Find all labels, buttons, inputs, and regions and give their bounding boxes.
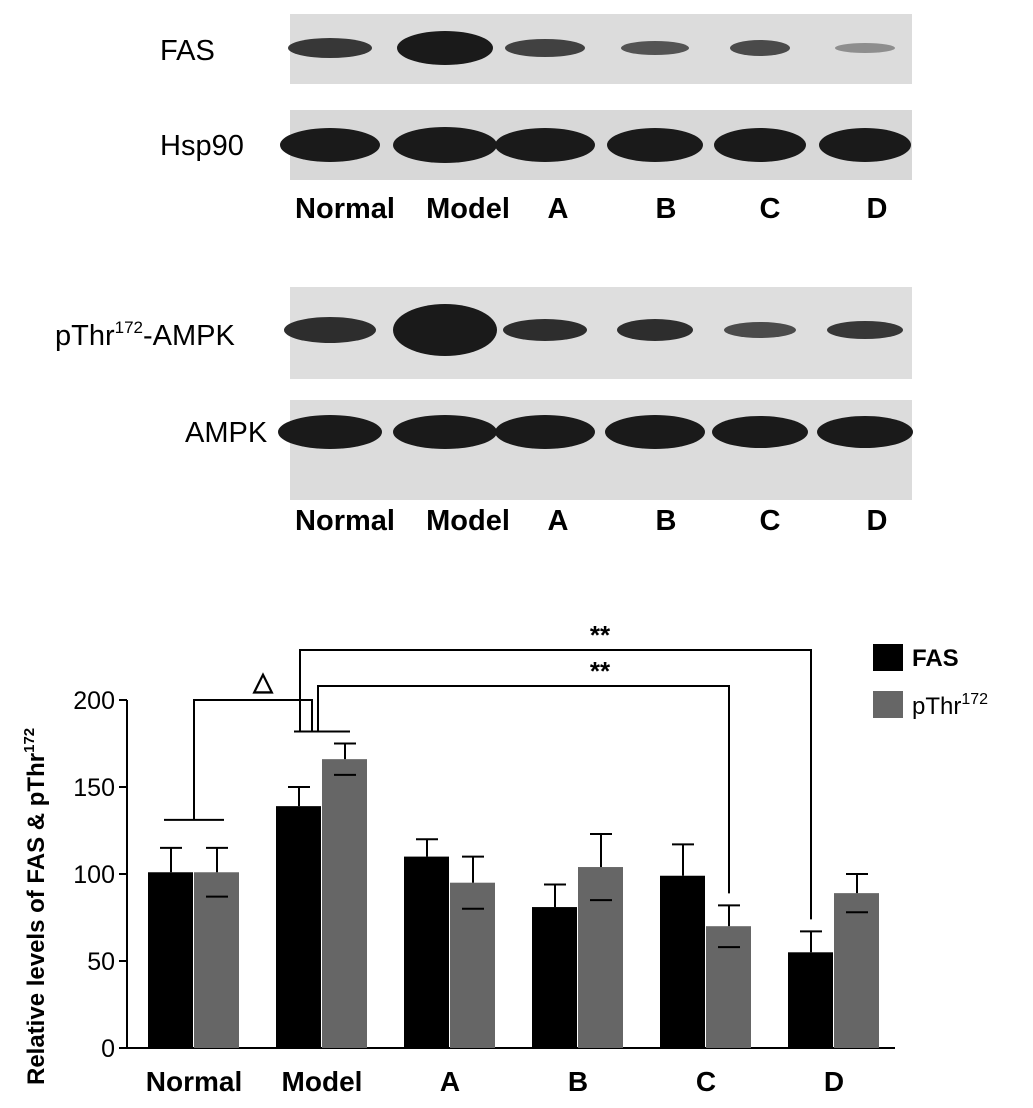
blot-lane-label: A [548, 193, 569, 225]
ampk-band [817, 416, 913, 448]
x-category-label: B [568, 1066, 588, 1097]
bar-pthr [194, 872, 239, 1048]
blot-bands-ampk [278, 415, 913, 449]
x-category-label: Normal [146, 1066, 242, 1097]
blot-strip-ampk [290, 400, 912, 500]
fas-band [835, 43, 895, 53]
bar-fas [148, 872, 193, 1048]
legend-swatch-pthr [873, 691, 903, 718]
bar-pthr [450, 882, 495, 1048]
blot-lane-label: A [548, 505, 569, 537]
bar-fas [276, 806, 321, 1048]
ampk-band [495, 415, 595, 449]
hsp90-band [607, 128, 703, 162]
blot-bands-hsp90 [280, 127, 911, 163]
hsp90-band [819, 128, 911, 162]
blot-row-label-ampk: AMPK [185, 417, 268, 449]
significance-brackets: △ ** ** [164, 620, 812, 920]
significance-label: △ [252, 666, 274, 696]
fas-band [288, 38, 372, 58]
pthr-ampk-band [503, 319, 587, 341]
pthr-ampk-band [827, 321, 903, 339]
ampk-band [393, 415, 497, 449]
x-category-label: Model [282, 1066, 363, 1097]
bar-pthr [834, 893, 879, 1048]
blot-lane-label: C [760, 193, 781, 225]
x-category-label: A [440, 1066, 460, 1097]
blot-strip-pthr-ampk [290, 287, 912, 379]
blot-lane-labels-1: Normal Model A B C D [295, 193, 887, 225]
pthr-ampk-band [284, 317, 376, 343]
bar-fas [404, 856, 449, 1048]
ampk-band [712, 416, 808, 448]
significance-label: ** [590, 620, 611, 650]
blot-row-label-pthr-ampk: pThr172-AMPK [55, 318, 236, 352]
blot-lane-label: C [760, 505, 781, 537]
fas-band [730, 40, 790, 56]
y-tick-label: 0 [101, 1035, 115, 1063]
blot-lane-label: Model [426, 505, 510, 537]
pthr-ampk-band [724, 322, 796, 338]
bars [148, 742, 879, 1048]
blot-lane-label: Normal [295, 193, 395, 225]
y-tick-label: 100 [73, 861, 115, 889]
bar-fas [660, 875, 705, 1048]
blot-lane-label: Model [426, 193, 510, 225]
y-tick-label: 150 [73, 774, 115, 802]
hsp90-band [495, 128, 595, 162]
blot-lane-labels-2: Normal Model A B C D [295, 505, 887, 537]
hsp90-band [714, 128, 806, 162]
y-tick-label: 50 [87, 948, 115, 976]
pthr-ampk-band [393, 304, 497, 356]
bar-pthr [322, 759, 367, 1048]
fas-band [621, 41, 689, 55]
x-category-label: D [824, 1066, 844, 1097]
fas-band [397, 31, 493, 65]
legend-label-fas: FAS [912, 645, 959, 672]
ampk-band [605, 415, 705, 449]
blot-strip-fas [290, 14, 912, 84]
bar-fas [532, 907, 577, 1048]
hsp90-band [393, 127, 497, 163]
pthr-ampk-band [617, 319, 693, 341]
blot-bands-fas [288, 31, 895, 65]
bar-pthr [578, 867, 623, 1048]
blot-lane-label: D [867, 193, 888, 225]
blot-panel-2: pThr172-AMPK AMPK Normal Model A B C D [55, 287, 913, 537]
blot-lane-label: D [867, 505, 888, 537]
significance-bracket-line [193, 699, 313, 820]
hsp90-band [280, 128, 380, 162]
legend-swatch-fas [873, 644, 903, 671]
blot-row-label-fas: FAS [160, 35, 215, 67]
legend-label-pthr: pThr172 [912, 691, 988, 720]
blot-bands-pthr-ampk [284, 304, 903, 356]
significance-bracket-line [317, 685, 730, 894]
fas-band [505, 39, 585, 57]
blot-row-label-hsp90: Hsp90 [160, 130, 244, 162]
blot-strip-hsp90 [290, 110, 912, 180]
bar-fas [788, 952, 833, 1048]
y-ticks: 0 50 100 150 200 [73, 687, 127, 1063]
y-axis-title: Relative levels of FAS & pThr172 [21, 728, 50, 1085]
bar-chart: Relative levels of FAS & pThr172 0 50 100 1… [21, 620, 988, 1097]
blot-lane-label: B [656, 505, 677, 537]
ampk-band [278, 415, 382, 449]
x-category-label: C [696, 1066, 716, 1097]
x-category-labels: Normal Model A B C D [146, 1066, 844, 1097]
blot-lane-label: Normal [295, 505, 395, 537]
bar-pthr [706, 926, 751, 1048]
significance-label: ** [590, 656, 611, 686]
y-tick-label: 200 [73, 687, 115, 715]
legend: FAS pThr172 [873, 644, 988, 720]
significance-bracket-line [299, 649, 812, 920]
blot-lane-label: B [656, 193, 677, 225]
blot-panel-1: FAS Hsp90 Normal Model A B C D [160, 14, 912, 225]
